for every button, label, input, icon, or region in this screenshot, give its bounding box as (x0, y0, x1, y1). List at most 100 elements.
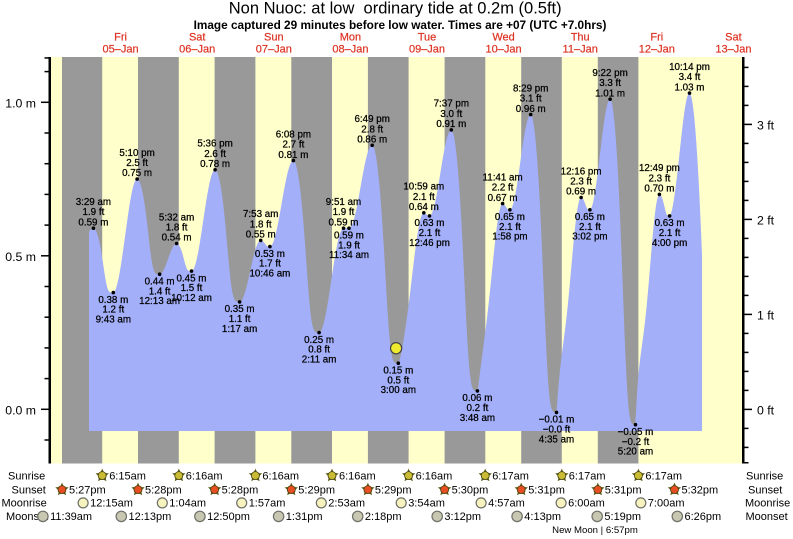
svg-text:1.7 ft: 1.7 ft (259, 259, 281, 270)
svg-text:−0.0 ft: −0.0 ft (543, 425, 571, 436)
svg-text:Tue: Tue (418, 31, 437, 43)
svg-text:5:28pm: 5:28pm (222, 484, 259, 496)
svg-text:0.8 ft: 0.8 ft (308, 345, 330, 356)
svg-text:3 ft: 3 ft (757, 118, 775, 132)
svg-text:Sunrise: Sunrise (746, 470, 783, 482)
svg-text:Thu: Thu (571, 31, 590, 43)
svg-text:1.5 ft: 1.5 ft (181, 283, 203, 294)
svg-text:2.1 ft: 2.1 ft (579, 222, 601, 233)
svg-text:7:00am: 7:00am (648, 497, 685, 509)
svg-text:1:04am: 1:04am (169, 497, 206, 509)
svg-text:1.4 ft: 1.4 ft (149, 286, 171, 297)
svg-text:1.0 m: 1.0 m (5, 96, 36, 110)
svg-text:7:37 pm: 7:37 pm (434, 99, 469, 110)
svg-text:07–Jan: 07–Jan (256, 43, 292, 55)
svg-text:2.2 ft: 2.2 ft (492, 183, 514, 194)
svg-text:0.5 m: 0.5 m (5, 250, 36, 264)
svg-text:1.2 ft: 1.2 ft (102, 305, 124, 316)
svg-text:5:29pm: 5:29pm (375, 484, 412, 496)
svg-text:New Moon | 6:57pm: New Moon | 6:57pm (552, 525, 638, 536)
svg-text:Fri: Fri (650, 31, 663, 43)
svg-text:12:50pm: 12:50pm (207, 511, 250, 523)
svg-text:6:17am: 6:17am (645, 470, 682, 482)
svg-text:0.59 m: 0.59 m (334, 231, 364, 242)
svg-text:6:00am: 6:00am (568, 497, 605, 509)
svg-text:3:00 am: 3:00 am (381, 385, 416, 396)
svg-text:3:02 pm: 3:02 pm (572, 232, 607, 243)
svg-text:0.45 m: 0.45 m (177, 273, 207, 284)
svg-text:13–Jan: 13–Jan (715, 43, 751, 55)
svg-text:0.06 m: 0.06 m (462, 393, 492, 404)
svg-text:0.63 m: 0.63 m (415, 218, 445, 229)
svg-text:12:49 pm: 12:49 pm (639, 163, 680, 174)
svg-text:0.63 m: 0.63 m (655, 218, 685, 229)
svg-text:6:17am: 6:17am (492, 470, 529, 482)
svg-text:2:11 am: 2:11 am (302, 354, 337, 365)
svg-text:3:29 am: 3:29 am (76, 197, 111, 208)
svg-text:1:17 am: 1:17 am (222, 324, 257, 335)
svg-text:Image captured 29 minutes befo: Image captured 29 minutes before low wat… (194, 18, 607, 32)
svg-text:12–Jan: 12–Jan (639, 43, 675, 55)
svg-text:6:08 pm: 6:08 pm (276, 129, 311, 140)
svg-text:5:29pm: 5:29pm (298, 484, 335, 496)
svg-text:2.8 ft: 2.8 ft (361, 124, 383, 135)
svg-text:0.64 m: 0.64 m (409, 202, 439, 213)
svg-text:0.91 m: 0.91 m (436, 119, 466, 130)
svg-text:Fri: Fri (114, 31, 127, 43)
svg-text:1.9 ft: 1.9 ft (338, 240, 360, 251)
svg-text:0 ft: 0 ft (757, 403, 775, 417)
svg-text:12:13pm: 12:13pm (129, 511, 172, 523)
svg-text:1.1 ft: 1.1 ft (229, 314, 251, 325)
svg-text:09–Jan: 09–Jan (409, 43, 445, 55)
svg-text:2.6 ft: 2.6 ft (204, 149, 226, 160)
svg-text:12:16 pm: 12:16 pm (561, 166, 602, 177)
svg-text:2.5 ft: 2.5 ft (126, 158, 148, 169)
svg-text:5:30pm: 5:30pm (452, 484, 489, 496)
svg-text:6:16am: 6:16am (186, 470, 223, 482)
svg-text:4:35 am: 4:35 am (539, 434, 574, 445)
svg-text:3:12pm: 3:12pm (444, 511, 481, 523)
svg-text:5:31pm: 5:31pm (605, 484, 642, 496)
svg-text:4:57am: 4:57am (488, 497, 525, 509)
svg-text:11–Jan: 11–Jan (563, 43, 598, 55)
svg-text:Sun: Sun (264, 31, 284, 43)
svg-text:4:13pm: 4:13pm (524, 511, 561, 523)
svg-text:Moonrise: Moonrise (2, 497, 47, 509)
svg-text:12:15am: 12:15am (90, 497, 133, 509)
svg-text:0.78 m: 0.78 m (200, 159, 230, 170)
svg-text:2.7 ft: 2.7 ft (283, 140, 305, 151)
svg-text:6:16am: 6:16am (262, 470, 299, 482)
svg-text:1:57am: 1:57am (249, 497, 286, 509)
svg-text:Wed: Wed (492, 31, 514, 43)
svg-text:3.1 ft: 3.1 ft (520, 94, 542, 105)
svg-text:Moonset: Moonset (6, 511, 48, 523)
svg-text:2.1 ft: 2.1 ft (659, 228, 681, 239)
svg-text:6:49 pm: 6:49 pm (354, 114, 389, 125)
svg-text:0.54 m: 0.54 m (162, 233, 192, 244)
svg-text:2.1 ft: 2.1 ft (419, 228, 441, 239)
svg-text:0.5 ft: 0.5 ft (387, 375, 409, 386)
svg-text:5:28pm: 5:28pm (145, 484, 182, 496)
svg-text:−0.2 ft: −0.2 ft (622, 437, 650, 448)
svg-text:1.9 ft: 1.9 ft (83, 207, 105, 218)
svg-text:8:29 pm: 8:29 pm (513, 83, 548, 94)
svg-text:2.1 ft: 2.1 ft (499, 222, 521, 233)
svg-text:0.15 m: 0.15 m (383, 366, 413, 377)
svg-text:0.69 m: 0.69 m (566, 187, 596, 198)
svg-text:2.1 ft: 2.1 ft (413, 192, 435, 203)
svg-text:2:53am: 2:53am (328, 497, 365, 509)
svg-text:1.03 m: 1.03 m (675, 82, 705, 93)
svg-text:2:18pm: 2:18pm (365, 511, 402, 523)
svg-text:0.35 m: 0.35 m (225, 304, 255, 315)
svg-text:6:17am: 6:17am (569, 470, 606, 482)
svg-text:0.65 m: 0.65 m (575, 212, 605, 223)
svg-text:10:46 am: 10:46 am (249, 269, 290, 280)
svg-text:6:26pm: 6:26pm (685, 511, 722, 523)
svg-text:5:10 pm: 5:10 pm (119, 148, 154, 159)
svg-text:0.59 m: 0.59 m (78, 217, 108, 228)
svg-text:4:00 pm: 4:00 pm (652, 238, 687, 249)
svg-text:10–Jan: 10–Jan (486, 43, 522, 55)
svg-text:1.9 ft: 1.9 ft (333, 207, 355, 218)
svg-text:5:36 pm: 5:36 pm (197, 139, 232, 150)
svg-text:10:12 am: 10:12 am (171, 293, 212, 304)
